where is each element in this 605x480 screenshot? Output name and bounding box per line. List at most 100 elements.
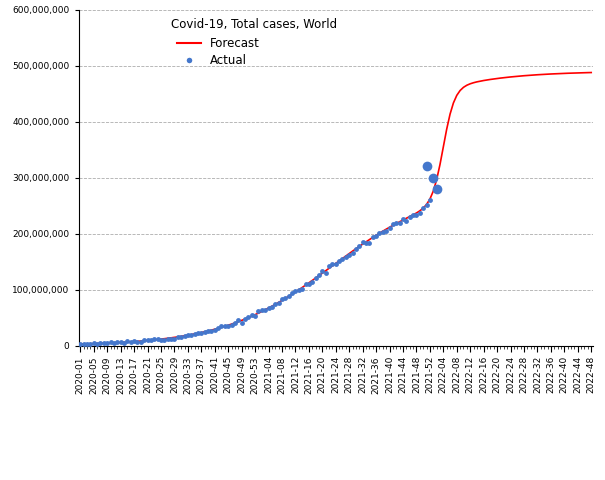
Point — [311, 275, 321, 282]
Point — [139, 336, 149, 344]
Point — [183, 331, 193, 339]
Point — [247, 312, 257, 319]
Point — [264, 304, 273, 312]
Point — [294, 286, 304, 293]
Point — [160, 336, 169, 344]
Point — [281, 294, 290, 302]
Point — [220, 322, 230, 330]
Point — [260, 306, 270, 313]
Point — [290, 288, 300, 295]
Point — [126, 338, 136, 346]
Point — [93, 340, 102, 348]
Point — [217, 323, 226, 330]
Point — [89, 339, 99, 347]
Point — [240, 315, 250, 323]
Point — [324, 263, 334, 270]
Point — [109, 339, 119, 347]
Point — [418, 204, 428, 212]
Point — [402, 217, 411, 225]
Point — [214, 324, 223, 332]
Point — [227, 321, 237, 328]
Point — [193, 329, 203, 337]
Point — [143, 336, 152, 344]
Point — [301, 280, 310, 288]
Point — [381, 227, 391, 235]
Point — [223, 322, 233, 329]
Point — [405, 214, 414, 221]
Point — [206, 327, 216, 335]
Point — [398, 215, 408, 223]
Point — [76, 340, 85, 348]
Point — [422, 163, 431, 170]
Point — [415, 209, 425, 216]
Point — [244, 313, 253, 321]
Point — [197, 329, 206, 337]
Point — [99, 339, 109, 347]
Point — [307, 278, 317, 286]
Point — [85, 340, 95, 348]
Point — [284, 293, 293, 300]
Point — [267, 303, 276, 311]
Point — [173, 334, 183, 341]
Text: Covid-19, Total cases, World: Covid-19, Total cases, World — [171, 18, 338, 31]
Point — [368, 233, 378, 241]
Point — [149, 336, 159, 343]
Point — [274, 299, 284, 306]
Point — [250, 312, 260, 320]
Point — [237, 320, 246, 327]
Point — [371, 232, 381, 240]
Point — [123, 337, 132, 345]
Point — [365, 239, 374, 246]
Point — [361, 240, 371, 247]
Point — [270, 300, 280, 308]
Point — [411, 211, 421, 219]
Point — [116, 338, 125, 346]
Point — [166, 335, 176, 343]
Point — [253, 307, 263, 315]
Point — [163, 336, 172, 343]
Point — [96, 339, 105, 347]
Point — [304, 280, 314, 288]
Point — [388, 220, 397, 228]
Point — [180, 332, 189, 340]
Point — [277, 296, 287, 303]
Point — [200, 328, 209, 336]
Point — [186, 331, 196, 339]
Point — [358, 238, 367, 245]
Point — [391, 219, 401, 227]
Point — [146, 336, 155, 344]
Point — [432, 185, 442, 192]
Point — [102, 340, 112, 348]
Point — [338, 255, 347, 263]
Point — [425, 196, 435, 204]
Point — [129, 337, 139, 345]
Point — [351, 245, 361, 253]
Point — [190, 330, 200, 338]
Point — [136, 338, 146, 346]
Point — [408, 211, 418, 218]
Point — [327, 260, 337, 267]
Point — [348, 250, 358, 257]
Point — [82, 340, 92, 348]
Point — [287, 289, 297, 297]
Point — [153, 336, 163, 343]
Point — [119, 339, 129, 347]
Point — [297, 286, 307, 293]
Point — [169, 335, 179, 343]
Point — [422, 201, 431, 208]
Point — [344, 252, 354, 259]
Point — [341, 253, 351, 261]
Point — [385, 225, 394, 232]
Point — [234, 316, 243, 324]
Point — [428, 174, 438, 181]
Point — [79, 340, 88, 348]
Point — [257, 307, 267, 314]
Point — [230, 319, 240, 327]
Legend: Forecast, Actual: Forecast, Actual — [177, 37, 260, 67]
Point — [156, 336, 166, 344]
Point — [321, 269, 330, 276]
Point — [331, 260, 341, 268]
Point — [132, 338, 142, 346]
Point — [314, 271, 324, 279]
Point — [176, 333, 186, 341]
